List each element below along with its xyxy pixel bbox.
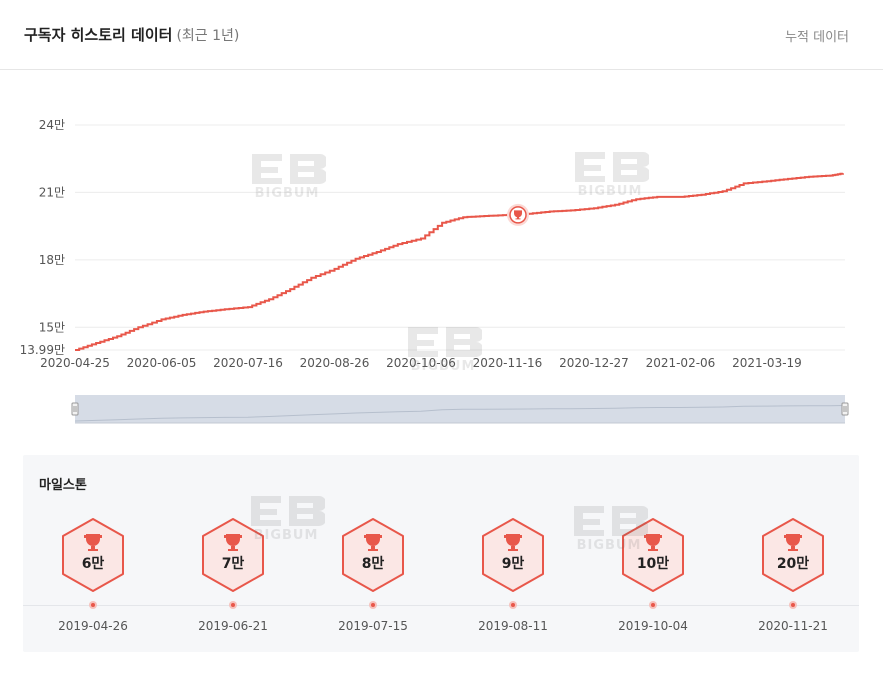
page-title-text: 구독자 히스토리 데이터 <box>24 26 173 44</box>
milestone-item[interactable]: 9만 2019-08-11 <box>463 517 563 637</box>
milestone-item[interactable]: 6만 2019-04-26 <box>43 517 143 637</box>
milestone-dot <box>649 601 657 609</box>
trophy-icon <box>84 534 102 551</box>
milestone-timeline <box>23 605 859 606</box>
milestone-date: 2019-10-04 <box>618 619 688 633</box>
x-tick-label: 2020-04-25 <box>40 356 110 370</box>
trophy-icon <box>504 534 522 551</box>
milestone-item[interactable]: 20만 2020-11-21 <box>743 517 843 637</box>
milestone-label: 20만 <box>776 556 810 572</box>
milestone-dot <box>229 601 237 609</box>
x-tick-label: 2020-10-06 <box>386 356 456 370</box>
trophy-icon <box>784 534 802 551</box>
page-title: 구독자 히스토리 데이터 (최근 1년) <box>24 24 239 45</box>
range-navigator[interactable] <box>71 395 849 424</box>
milestone-date: 2019-08-11 <box>478 619 548 633</box>
y-tick-label: 21만 <box>39 185 65 199</box>
navigator-handle[interactable] <box>841 402 849 416</box>
milestone-hexagon <box>482 518 544 592</box>
cumulative-data-link[interactable]: 누적 데이터 <box>785 30 849 45</box>
milestone-item[interactable]: 10만 2019-10-04 <box>603 517 703 637</box>
milestone-hexagon <box>202 518 264 592</box>
trophy-icon <box>224 534 242 551</box>
trophy-icon <box>514 210 523 220</box>
milestone-dot <box>789 601 797 609</box>
milestone-item[interactable]: 7만 2019-06-21 <box>183 517 283 637</box>
y-tick-label: 15만 <box>39 320 65 334</box>
navigator-series <box>74 405 843 422</box>
y-tick-label: 24만 <box>39 118 65 132</box>
milestone-marker[interactable] <box>507 203 530 226</box>
x-tick-label: 2020-08-26 <box>300 356 370 370</box>
milestone-label: 10만 <box>636 556 670 572</box>
header: 구독자 히스토리 데이터 (최근 1년) 누적 데이터 <box>0 0 883 70</box>
x-tick-label: 2021-03-19 <box>732 356 802 370</box>
milestone-label: 6만 <box>81 556 105 572</box>
page-subtitle: (최근 1년) <box>176 28 240 44</box>
milestone-date: 2020-11-21 <box>758 619 828 633</box>
series-line <box>75 172 844 351</box>
milestone-hexagon <box>762 518 824 592</box>
milestone-dot <box>369 601 377 609</box>
trophy-icon <box>364 534 382 551</box>
milestone-title: 마일스톤 <box>39 478 87 493</box>
navigator-handle[interactable] <box>71 402 79 416</box>
y-tick-label: 18만 <box>39 253 65 267</box>
y-tick-label: 13.99만 <box>20 343 65 357</box>
milestone-dot <box>509 601 517 609</box>
milestone-panel: 마일스톤 6만 2019-04-26 7만 2019-06-21 8만 2019-07-1… <box>23 455 859 652</box>
trophy-icon <box>644 534 662 551</box>
x-tick-label: 2021-02-06 <box>646 356 716 370</box>
x-tick-label: 2020-06-05 <box>127 356 197 370</box>
x-tick-label: 2020-11-16 <box>473 356 543 370</box>
milestone-hexagon <box>342 518 404 592</box>
x-axis-ticks: 2020-04-25 2020-06-05 2020-07-16 2020-08-26… <box>40 356 802 370</box>
milestone-hexagon <box>62 518 124 592</box>
chart-grid <box>75 124 845 351</box>
milestone-item[interactable]: 8만 2019-07-15 <box>323 517 423 637</box>
y-axis-ticks: 24만 21만 18만 15만 13.99만 <box>20 118 65 357</box>
milestone-label: 9만 <box>501 556 525 572</box>
milestone-hexagon <box>622 518 684 592</box>
milestone-date: 2019-06-21 <box>198 619 268 633</box>
milestone-date: 2019-04-26 <box>58 619 128 633</box>
milestone-label: 7만 <box>221 556 245 572</box>
milestone-label: 8만 <box>361 556 385 572</box>
x-tick-label: 2020-12-27 <box>559 356 629 370</box>
milestone-date: 2019-07-15 <box>338 619 408 633</box>
x-tick-label: 2020-07-16 <box>213 356 283 370</box>
milestone-dot <box>89 601 97 609</box>
